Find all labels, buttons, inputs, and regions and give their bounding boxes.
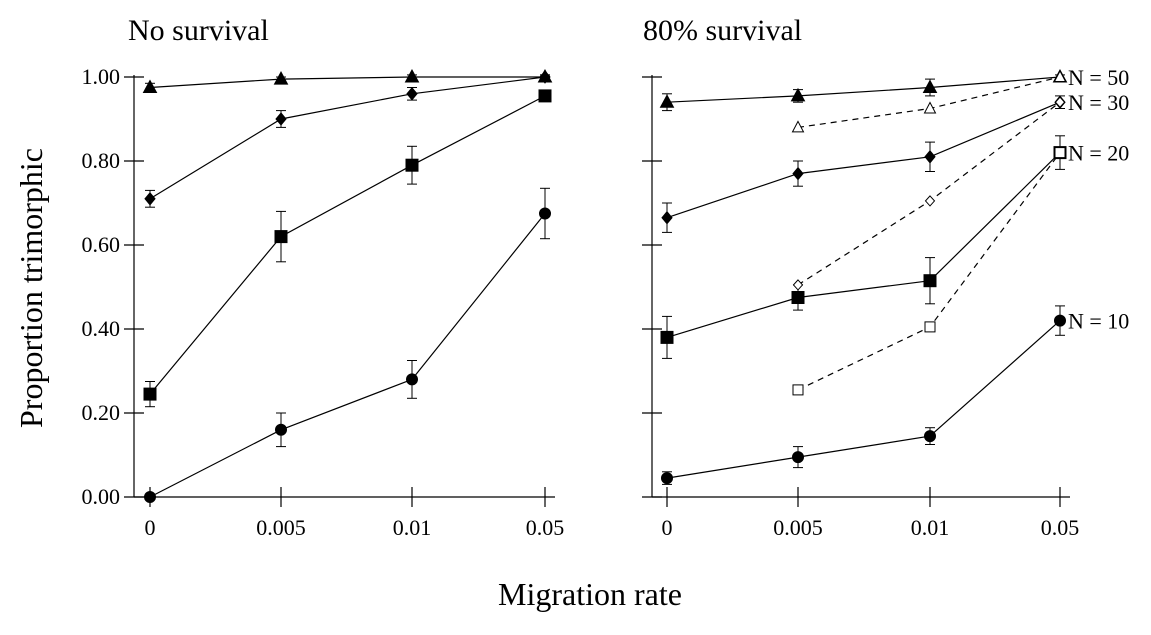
panel-2-series-7-line (797, 152, 1061, 391)
panel-2-series-7-point (1054, 147, 1066, 159)
series-label-n-20: N = 20 (1068, 141, 1129, 166)
panel-1-series-3-point (538, 89, 552, 103)
panel-1-series-2-point (144, 192, 156, 206)
panel-1-series-4-point (406, 373, 418, 386)
x-tick-label: 0.01 (393, 515, 432, 540)
panel-1-series-1-point (142, 79, 158, 93)
panel-1-series-3-line (149, 95, 546, 395)
panel-2-series-1-point (922, 79, 938, 93)
panel-1-series-4-point (144, 491, 156, 503)
panel-2-series-3-line (666, 152, 1061, 338)
y-axis-title: Proportion trimorphic (13, 148, 49, 428)
x-axis-title: Migration rate (498, 576, 682, 612)
panel-2-series-6-point (924, 195, 936, 207)
x-tick-label: 0.05 (1041, 515, 1080, 540)
panel-2-series-5-point (923, 101, 937, 114)
panel-2-series-5-point (791, 120, 805, 133)
y-tick-label: 0.20 (82, 400, 121, 425)
y-tick-label: 0.00 (82, 484, 121, 509)
panel-1-series-2-point (406, 87, 418, 101)
y-tick-label: 0.80 (82, 148, 121, 173)
panel-2-series-4-point (792, 451, 804, 464)
panel-2-series-1-point (659, 94, 675, 108)
y-tick-label: 0.40 (82, 316, 121, 341)
series-label-n-10: N = 10 (1068, 309, 1129, 334)
panel-2-series-4-point (1054, 314, 1066, 327)
panel-1-series-1-point (273, 71, 289, 85)
panel-2-series-4-point (924, 430, 936, 443)
panel-2-series-6-point (1054, 96, 1066, 108)
panel-2-series-3-point (660, 330, 674, 344)
x-tick-label: 0.05 (526, 515, 565, 540)
panel-1-series-4-point (275, 423, 287, 436)
x-tick-label: 0 (145, 515, 156, 540)
panel-2-series-4-line (666, 320, 1061, 479)
panel-2-series-7-point (792, 384, 804, 396)
panel-1-series-1-line (149, 76, 545, 89)
panel-title-80-survival: 80% survival (643, 14, 802, 47)
panel-1-series-2-point (275, 112, 287, 126)
panel-1-series-3-point (274, 230, 288, 244)
panel-2-series-4-point (661, 472, 673, 485)
panel-1-series-2-line (149, 76, 546, 200)
y-tick-label: 0.60 (82, 232, 121, 257)
x-tick-label: 0.005 (773, 515, 823, 540)
panel-2-series-2-line (666, 101, 1061, 219)
panel-1-series-3-point (405, 158, 419, 172)
panel-1-series-2-point (539, 70, 551, 84)
panel-2-series-2-point (924, 150, 936, 164)
panel-1-series-3-point (143, 387, 157, 401)
series-label-n-50: N = 50 (1068, 65, 1129, 90)
series-label-n-30: N = 30 (1068, 90, 1129, 115)
panel-2-series-5-point (1053, 69, 1067, 82)
panel-2-series-3-point (923, 274, 937, 288)
panel-2-series-2-point (661, 210, 673, 225)
panel-2-series-1-line (666, 76, 1061, 103)
panel-1-series-4-point (539, 207, 551, 220)
panel-title-no-survival: No survival (128, 14, 269, 47)
panel-2-series-3-point (791, 291, 805, 304)
x-tick-label: 0 (662, 515, 673, 540)
panel-2-series-6-point (792, 279, 804, 291)
x-tick-label: 0.01 (911, 515, 950, 540)
panel-2-series-2-point (792, 166, 804, 181)
panel-2-series-1-point (790, 87, 806, 102)
panel-2-series-7-point (924, 321, 936, 333)
panel-1-series-1-point (404, 68, 420, 83)
panel-1-series-4-line (149, 213, 546, 498)
x-tick-label: 0.005 (256, 515, 306, 540)
y-tick-label: 1.00 (82, 64, 121, 89)
